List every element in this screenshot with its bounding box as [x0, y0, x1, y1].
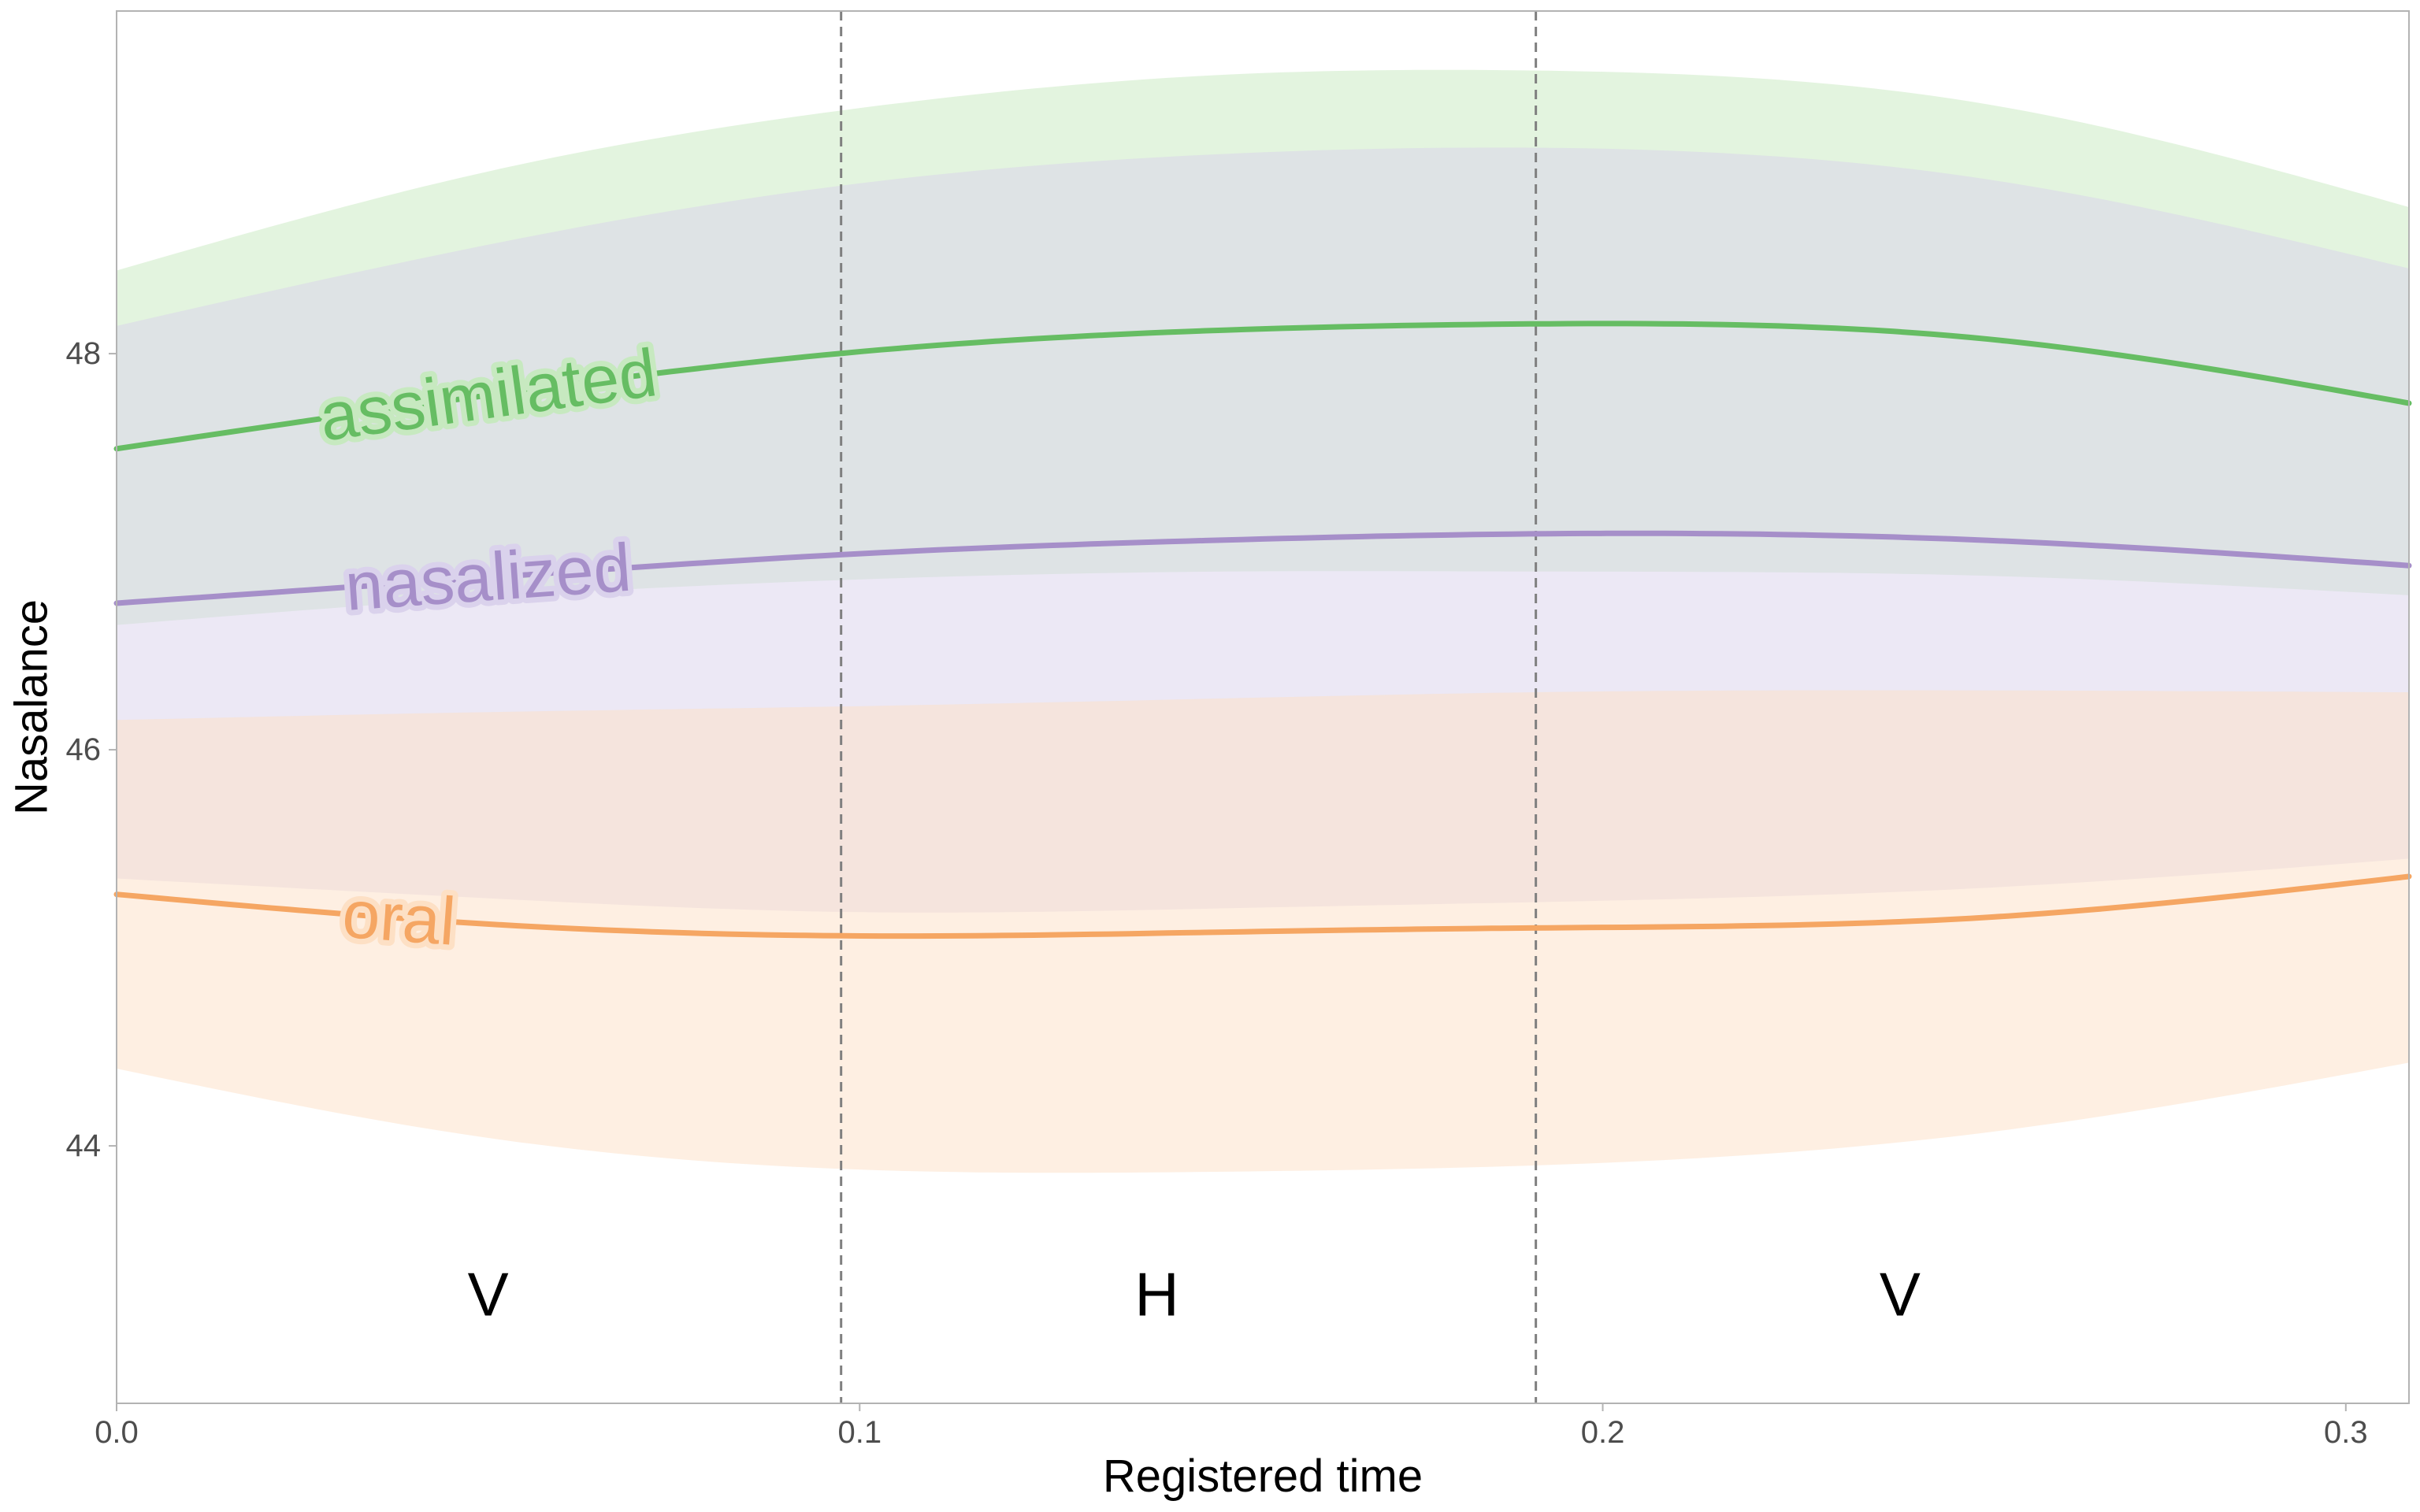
y-axis-title: Nasalance — [6, 599, 58, 815]
series-label-oral: oral — [340, 876, 458, 960]
line-assimilated — [113, 321, 2412, 452]
y-tick-label-2: 46 — [66, 732, 102, 767]
lines-layer — [113, 321, 2412, 939]
line-oral — [113, 873, 2412, 939]
x-tick-label-3: 0.2 — [1581, 1415, 1625, 1450]
x-tick-label-2: 0.1 — [837, 1415, 882, 1450]
plot-border — [116, 10, 2410, 1404]
segment-label-3: V — [1880, 1260, 1921, 1329]
x-axis: 0.0 0.1 0.2 0.3 — [95, 1403, 2368, 1450]
line-nasalized — [113, 530, 2412, 606]
segment-label-2: H — [1134, 1260, 1178, 1329]
y-tick-label-3: 48 — [66, 336, 102, 371]
segment-label-1: V — [468, 1260, 509, 1329]
x-tick-label-4: 0.3 — [2324, 1415, 2368, 1450]
vlines-layer — [840, 11, 1538, 1403]
bands-layer — [117, 69, 2409, 1173]
y-tick-label-1: 44 — [66, 1128, 102, 1163]
x-tick-label-1: 0.0 — [95, 1415, 139, 1450]
y-axis: 44 46 48 — [66, 336, 117, 1163]
x-axis-title: Registered time — [1103, 1451, 1423, 1502]
